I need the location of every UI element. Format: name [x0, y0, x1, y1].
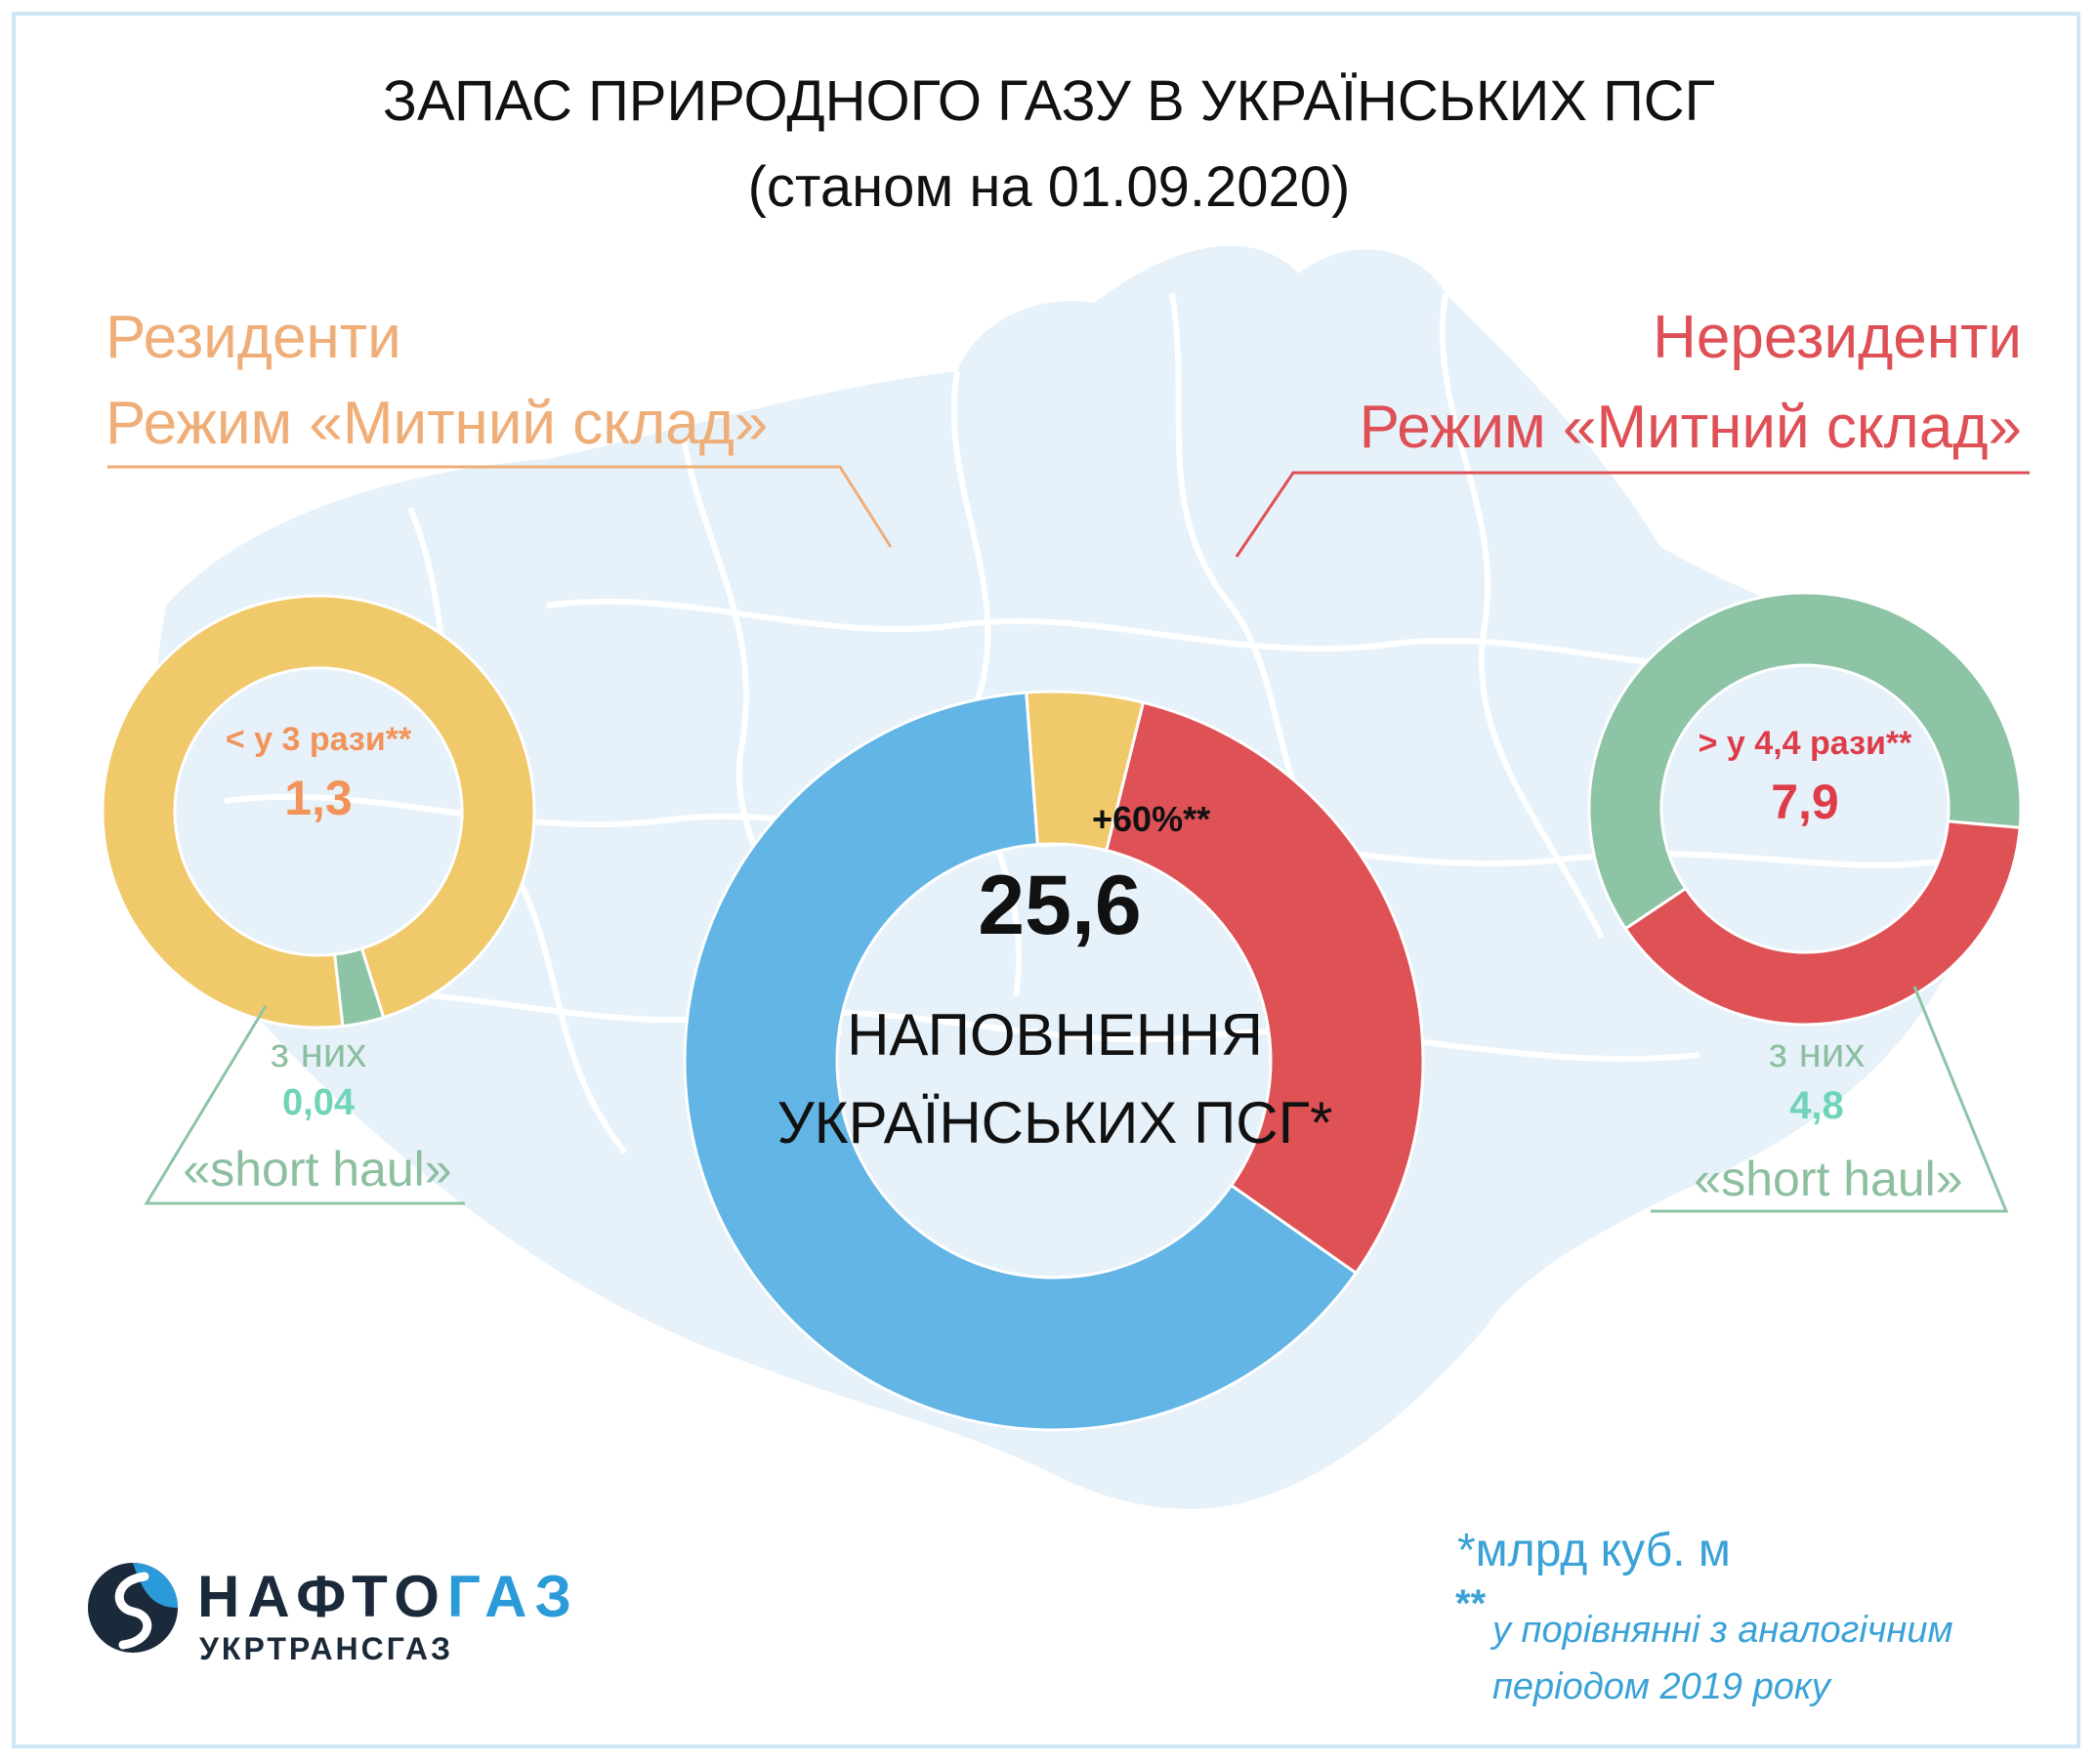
main-slice-other — [683, 691, 1359, 1432]
main-growth: +60%** — [1092, 799, 1211, 839]
non-residents-title: Нерезиденти — [1653, 304, 2022, 371]
logo-wordmark: НАФТОГАЗ — [197, 1563, 579, 1630]
main-donut-chart — [683, 690, 1425, 1432]
main-label-line1: НАПОВНЕННЯ — [847, 1002, 1263, 1068]
non-residents-short-haul-label: «short haul» — [1694, 1152, 1963, 1206]
residents-short-haul-callout — [144, 1005, 465, 1205]
chart-subtitle: (станом на 01.09.2020) — [747, 155, 1351, 219]
footnote-comparison-line1: у порівнянні з аналогічним — [1492, 1610, 1953, 1651]
ukraine-map-shape — [154, 245, 1992, 1509]
non-residents-short-haul-value: 4,8 — [1789, 1084, 1844, 1127]
logo-subtitle: УКРТРАНСГАЗ — [199, 1631, 454, 1666]
residents-title: Резиденти — [105, 304, 401, 371]
callout-lines — [107, 465, 2030, 1213]
residents-regime: Режим «Митний склад» — [105, 390, 769, 457]
main-slice-non-resident — [1104, 700, 1425, 1276]
residents-donut-chart — [101, 594, 536, 1029]
main-value: 25,6 — [978, 859, 1142, 952]
residents-slice-resident — [101, 594, 536, 1029]
non-residents-comparison: > у 4,4 рази** — [1698, 725, 1912, 762]
non-residents-short-haul-callout — [1651, 986, 2009, 1213]
footnote-comparison-line2: періодом 2019 року — [1492, 1666, 1830, 1707]
footnote-stars: ** — [1455, 1582, 1487, 1625]
residents-comparison: < у 3 рази** — [225, 721, 412, 758]
residents-of-which-label: з них — [270, 1029, 367, 1075]
non_residents-slice-non-resident — [1623, 819, 2022, 1027]
main-label-line2: УКРАЇНСЬКИХ ПСГ* — [776, 1090, 1333, 1155]
residents-short-haul-value: 0,04 — [282, 1082, 355, 1123]
non-residents-donut-chart — [1587, 591, 2023, 1027]
logo-wordmark-part2: ГАЗ — [446, 1564, 580, 1629]
chart-title: ЗАПАС ПРИРОДНОГО ГАЗУ В УКРАЇНСЬКИХ ПСГ — [382, 69, 1716, 133]
non_residents-slice-short-haul — [1587, 591, 2023, 931]
footnote-unit: *млрд куб. м — [1457, 1525, 1731, 1576]
non-residents-callout-line — [1235, 471, 2030, 558]
naftogaz-logo-icon — [88, 1563, 178, 1653]
residents-short-haul-label: «short haul» — [183, 1142, 452, 1197]
residents-value: 1,3 — [284, 771, 353, 825]
non-residents-of-which-label: з них — [1768, 1029, 1866, 1075]
residents-slice-short-haul — [332, 946, 386, 1029]
non-residents-regime: Режим «Митний склад» — [1359, 394, 2022, 461]
non-residents-value: 7,9 — [1771, 775, 1839, 829]
logo-wordmark-part1: НАФТО — [197, 1564, 447, 1629]
residents-callout-line — [107, 465, 893, 548]
main-slice-resident — [1025, 690, 1146, 853]
